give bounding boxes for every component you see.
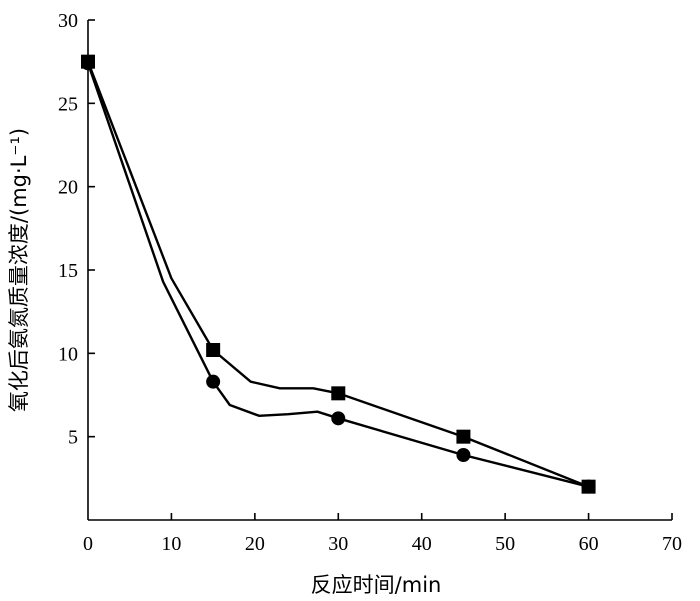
y-tick-label: 20 xyxy=(58,177,78,199)
x-tick-label: 60 xyxy=(579,533,599,555)
y-tick-label: 5 xyxy=(68,427,78,449)
data-point-circle xyxy=(581,479,596,494)
x-tick-label: 10 xyxy=(161,533,181,555)
x-tick-label: 70 xyxy=(662,533,682,555)
series-line-square xyxy=(86,61,590,488)
y-ticks: 5 10 15 20 25 30 xyxy=(58,10,95,449)
x-ticks: 0 10 20 30 40 50 60 70 xyxy=(83,513,682,555)
x-axis-title: 反应时间/min xyxy=(311,573,442,597)
x-tick-label: 40 xyxy=(412,533,432,555)
y-tick-label: 30 xyxy=(58,10,78,32)
y-tick-label: 25 xyxy=(58,93,78,115)
data-point-circle xyxy=(456,448,471,462)
x-tick-label: 0 xyxy=(83,533,93,555)
x-tick-label: 50 xyxy=(495,533,515,555)
y-tick-label: 15 xyxy=(58,260,78,282)
y-axis-title: 氧化后氨氮质量浓度/(mg·L⁻¹) xyxy=(7,128,31,412)
data-point-circle xyxy=(331,411,346,426)
series-layer xyxy=(81,54,596,494)
data-point-square xyxy=(331,386,346,401)
data-point-circle xyxy=(81,56,95,71)
data-point-square xyxy=(206,343,221,357)
data-point-circle xyxy=(206,374,221,389)
y-tick-label: 10 xyxy=(58,343,78,365)
data-point-square xyxy=(456,429,471,444)
x-tick-label: 20 xyxy=(245,533,265,555)
x-tick-label: 30 xyxy=(328,533,348,555)
series-line-circle xyxy=(86,62,589,488)
